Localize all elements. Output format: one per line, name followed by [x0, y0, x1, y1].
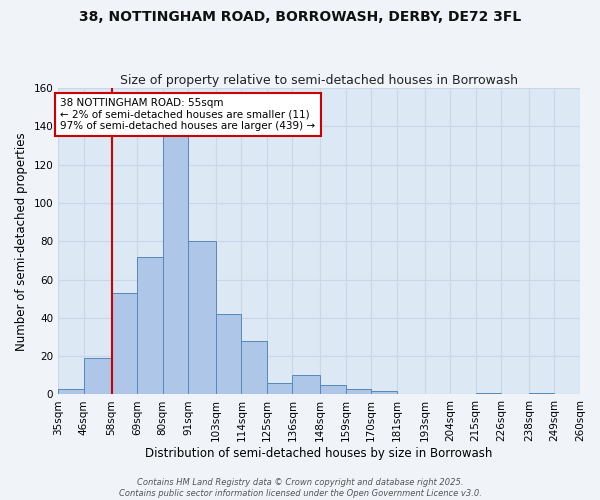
Bar — [241, 341, 267, 394]
Bar — [476, 392, 501, 394]
Bar — [163, 136, 188, 394]
Bar — [292, 376, 320, 394]
Y-axis label: Number of semi-detached properties: Number of semi-detached properties — [15, 132, 28, 350]
Bar — [529, 392, 554, 394]
Bar — [371, 390, 397, 394]
Title: Size of property relative to semi-detached houses in Borrowash: Size of property relative to semi-detach… — [120, 74, 518, 87]
Bar — [112, 293, 137, 394]
Text: Contains HM Land Registry data © Crown copyright and database right 2025.
Contai: Contains HM Land Registry data © Crown c… — [119, 478, 481, 498]
Bar — [188, 242, 216, 394]
Bar — [580, 390, 600, 394]
Bar — [83, 358, 112, 395]
Bar — [58, 388, 83, 394]
Bar — [216, 314, 241, 394]
Bar — [346, 388, 371, 394]
Bar — [267, 383, 292, 394]
X-axis label: Distribution of semi-detached houses by size in Borrowash: Distribution of semi-detached houses by … — [145, 447, 493, 460]
Text: 38, NOTTINGHAM ROAD, BORROWASH, DERBY, DE72 3FL: 38, NOTTINGHAM ROAD, BORROWASH, DERBY, D… — [79, 10, 521, 24]
Bar — [320, 385, 346, 394]
Text: 38 NOTTINGHAM ROAD: 55sqm
← 2% of semi-detached houses are smaller (11)
97% of s: 38 NOTTINGHAM ROAD: 55sqm ← 2% of semi-d… — [61, 98, 316, 131]
Bar — [137, 256, 163, 394]
